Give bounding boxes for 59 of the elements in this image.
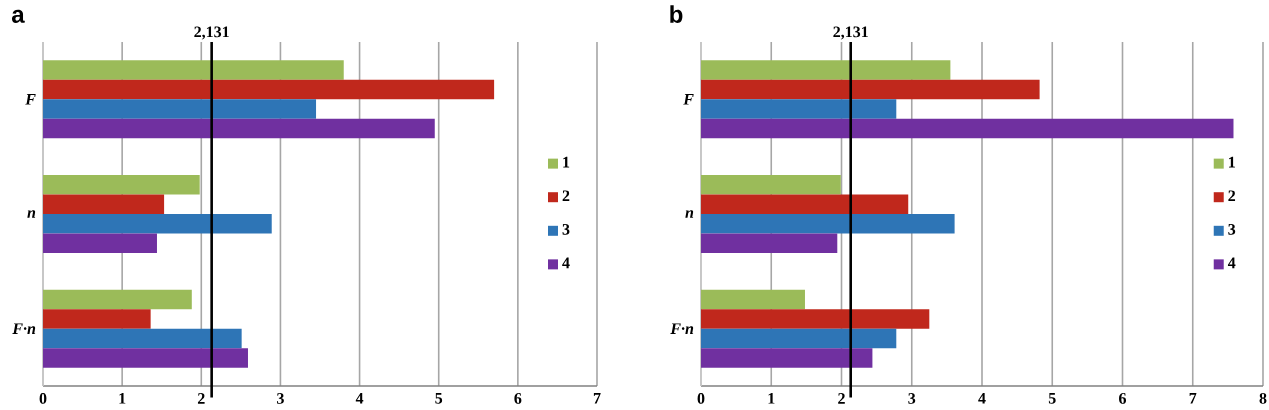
bar [43,309,151,329]
legend-label: 1 [1229,156,1235,168]
x-tick-label: 5 [435,393,443,404]
bar [701,194,909,214]
bar [43,233,157,253]
bar [701,289,805,310]
chart-title: a [11,9,25,23]
bar [701,328,897,349]
legend-label: 3 [562,224,570,235]
bar [43,194,165,214]
x-tick-label: 3 [908,393,916,404]
y-tick-label: F [683,94,694,105]
y-tick-label: F·n [12,323,36,334]
x-tick-label: 1 [119,393,126,404]
bar [701,99,897,119]
legend-label: 2 [1228,190,1236,202]
x-tick-label: 0 [39,393,47,404]
y-tick-label: F·n [670,323,694,334]
bar [701,213,955,234]
x-tick-label: 5 [1048,393,1056,404]
legend-label: 4 [562,257,570,269]
x-tick-label: 4 [355,393,364,404]
legend-label: 1 [563,156,570,168]
x-tick-label: 2 [197,393,205,404]
x-tick-label: 7 [593,393,601,404]
x-tick-label: 1 [768,393,775,404]
bar [43,289,192,310]
bar [701,309,930,329]
bar [43,79,495,100]
legend-label: 3 [1228,224,1236,235]
x-tick-label: 0 [697,393,705,404]
y-tick-label: F [25,94,36,105]
y-tick-label: n [27,210,36,218]
bar [43,60,344,80]
x-tick-label: 7 [1189,393,1197,404]
legend-label: 4 [1227,257,1236,269]
x-tick-label: 6 [514,393,522,404]
bar [701,233,838,253]
legend-label: 2 [562,190,570,202]
y-tick-label: n [685,210,694,218]
bar [701,118,1234,139]
x-tick-label: 6 [1119,393,1127,404]
bar [43,328,242,349]
bar [701,79,1040,100]
bar [701,175,841,195]
bar [701,60,951,80]
ref-line-label: 2,131 [833,26,868,40]
x-tick-label: 4 [978,393,986,404]
bar [43,118,435,139]
bar [43,213,272,234]
bar [43,348,248,368]
bar [43,175,200,195]
bar [43,99,317,119]
chart-title: b [670,5,683,23]
x-tick-label: 8 [1259,393,1267,404]
x-tick-label: 2 [838,393,845,404]
x-tick-label: 3 [277,393,284,404]
bar [701,348,873,368]
ref-line-label: 2,131 [194,26,229,40]
